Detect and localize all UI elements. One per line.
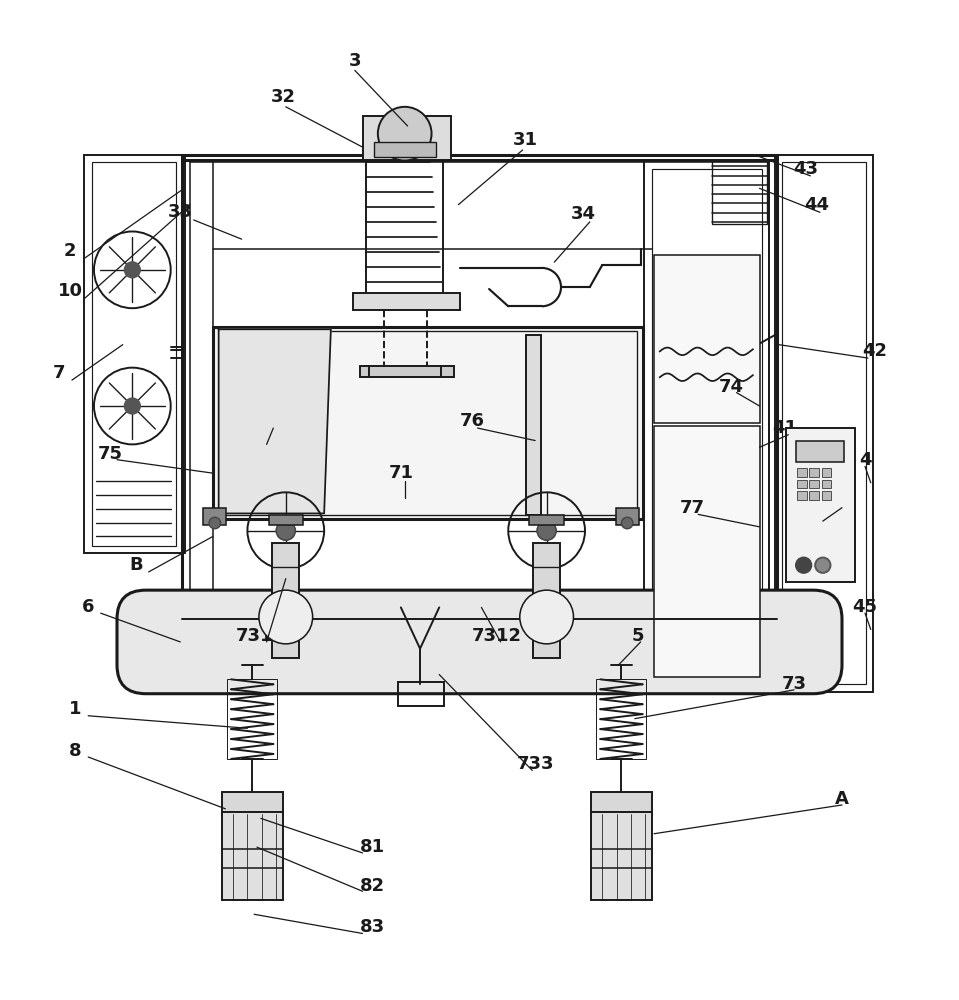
Bar	[822, 468, 831, 477]
Bar	[360, 366, 454, 377]
Bar	[822, 491, 831, 500]
Text: 72: 72	[254, 412, 279, 430]
Bar	[591, 792, 652, 814]
Circle shape	[378, 107, 432, 161]
Text: 73: 73	[782, 675, 807, 693]
Text: 32: 32	[270, 88, 295, 106]
Circle shape	[796, 558, 811, 573]
Text: 733: 733	[516, 755, 554, 773]
Bar	[782, 162, 866, 684]
Circle shape	[621, 517, 633, 529]
Bar	[712, 161, 767, 224]
Text: 10: 10	[58, 282, 82, 300]
Bar	[654, 255, 760, 423]
Text: 13: 13	[830, 493, 854, 511]
Bar	[797, 491, 807, 500]
Text: 8: 8	[68, 742, 82, 760]
Bar	[809, 491, 819, 500]
Bar	[84, 155, 185, 553]
Circle shape	[209, 517, 221, 529]
Bar	[775, 155, 873, 692]
Circle shape	[537, 521, 556, 540]
Text: 42: 42	[862, 342, 887, 360]
Text: 45: 45	[853, 598, 877, 616]
Text: 31: 31	[513, 131, 538, 149]
Bar	[190, 162, 769, 684]
Text: 4: 4	[858, 451, 872, 469]
Bar	[533, 543, 560, 658]
Text: 33: 33	[168, 203, 193, 221]
Bar	[797, 480, 807, 488]
Circle shape	[259, 590, 313, 644]
Bar	[227, 679, 277, 759]
Bar	[616, 508, 639, 525]
Text: B: B	[129, 556, 143, 574]
Bar	[529, 515, 564, 525]
Bar	[809, 480, 819, 488]
Text: 41: 41	[772, 419, 797, 437]
Text: 3: 3	[348, 52, 362, 70]
Bar	[272, 543, 299, 658]
Bar	[796, 441, 844, 462]
Circle shape	[125, 262, 140, 278]
Text: 44: 44	[805, 196, 830, 214]
Bar	[644, 160, 769, 684]
Circle shape	[815, 558, 830, 573]
Text: 74: 74	[718, 378, 743, 396]
Bar	[219, 331, 637, 515]
Bar	[203, 508, 226, 525]
Text: 43: 43	[793, 160, 818, 178]
Text: 7311: 7311	[236, 627, 286, 645]
FancyBboxPatch shape	[117, 590, 842, 694]
Text: 81: 81	[360, 838, 385, 856]
Bar	[363, 116, 451, 160]
Bar	[526, 335, 541, 515]
Bar	[398, 682, 444, 706]
Bar	[786, 428, 855, 582]
Bar	[213, 327, 643, 519]
Bar	[182, 155, 777, 692]
Bar	[596, 679, 646, 759]
Text: 71: 71	[388, 464, 413, 482]
Bar	[797, 468, 807, 477]
Bar	[591, 812, 652, 900]
Text: 83: 83	[360, 918, 385, 936]
Text: 7: 7	[53, 364, 66, 382]
Text: 7312: 7312	[472, 627, 522, 645]
Circle shape	[276, 521, 295, 540]
Text: 75: 75	[98, 445, 123, 463]
Text: 34: 34	[571, 205, 596, 223]
Bar	[222, 792, 283, 814]
Circle shape	[520, 590, 573, 644]
Bar	[654, 426, 760, 677]
Bar	[652, 169, 762, 677]
Text: 76: 76	[459, 412, 484, 430]
Text: 2: 2	[63, 242, 77, 260]
Bar	[92, 162, 176, 546]
Text: 5: 5	[631, 627, 644, 645]
Text: 6: 6	[82, 598, 95, 616]
Bar	[822, 480, 831, 488]
Bar	[269, 515, 303, 525]
Bar	[222, 812, 283, 900]
Polygon shape	[219, 329, 331, 513]
Bar	[809, 468, 819, 477]
Text: A: A	[835, 790, 849, 808]
Circle shape	[125, 398, 140, 414]
Bar	[353, 293, 460, 310]
Text: 77: 77	[680, 499, 705, 517]
Text: 82: 82	[360, 877, 385, 895]
Text: 1: 1	[68, 700, 82, 718]
Bar	[374, 142, 436, 157]
